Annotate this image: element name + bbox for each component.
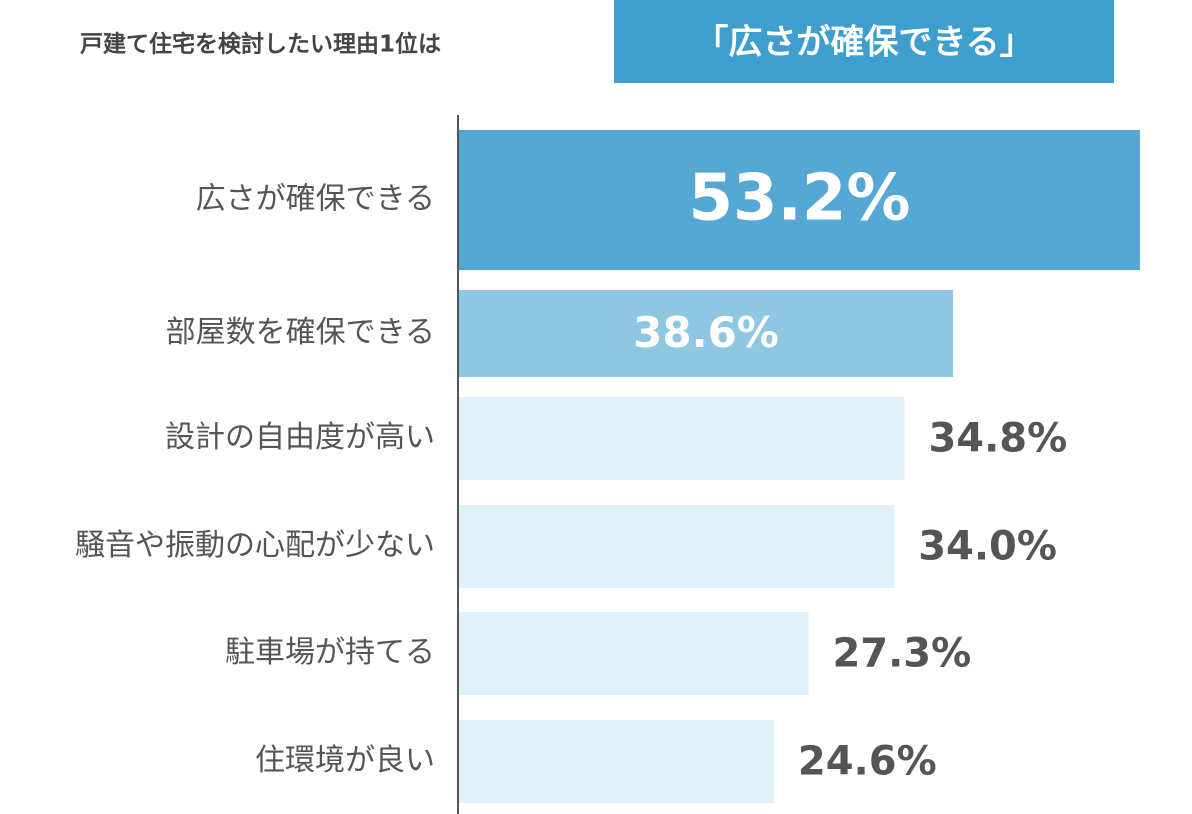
value-label: 24.6% bbox=[798, 739, 937, 785]
value-label: 34.0% bbox=[918, 524, 1057, 570]
bar bbox=[459, 130, 1140, 270]
value-label: 38.6% bbox=[633, 308, 779, 357]
category-label: 騒音や振動の心配が少ない bbox=[75, 528, 435, 563]
value-label: 34.8% bbox=[928, 416, 1067, 462]
chart-title: 戸建て住宅を検討したい理由1位は bbox=[80, 31, 441, 58]
category-label: 駐車場が持てる bbox=[225, 635, 435, 670]
bar bbox=[459, 290, 954, 377]
value-label: 27.3% bbox=[832, 631, 971, 677]
bar bbox=[459, 720, 774, 803]
bar bbox=[459, 505, 895, 588]
bar bbox=[459, 397, 905, 480]
category-label: 広さが確保できる bbox=[196, 182, 435, 217]
title-highlight: 「広さが確保できる」 bbox=[694, 23, 1033, 63]
category-label: 設計の自由度が高い bbox=[165, 420, 435, 455]
title-highlight-box bbox=[614, 0, 1114, 83]
category-label: 部屋数を確保できる bbox=[166, 315, 435, 350]
category-label: 住環境が良い bbox=[255, 743, 435, 778]
value-label: 53.2% bbox=[688, 162, 910, 236]
bar bbox=[459, 612, 809, 695]
